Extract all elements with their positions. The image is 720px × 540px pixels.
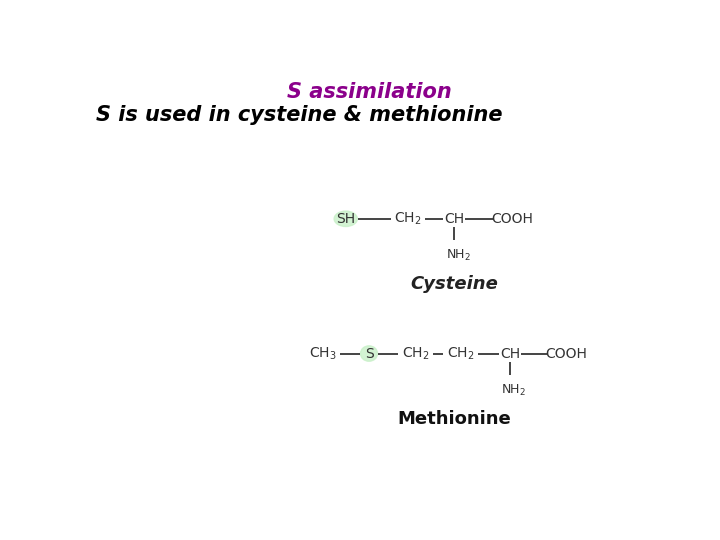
Text: COOH: COOH	[492, 212, 534, 226]
Text: NH$_2$: NH$_2$	[446, 248, 471, 263]
Text: CH: CH	[500, 347, 520, 361]
Text: SH: SH	[336, 212, 355, 226]
Text: CH: CH	[444, 212, 464, 226]
Text: CH$_2$: CH$_2$	[394, 211, 421, 227]
Text: NH$_2$: NH$_2$	[501, 383, 526, 398]
Text: COOH: COOH	[546, 347, 588, 361]
Text: Cysteine: Cysteine	[410, 275, 498, 293]
Text: S is used in cysteine & methionine: S is used in cysteine & methionine	[96, 105, 503, 125]
Text: S: S	[364, 347, 374, 361]
Text: CH$_2$: CH$_2$	[446, 346, 474, 362]
Text: CH$_2$: CH$_2$	[402, 346, 429, 362]
Text: S assimilation: S assimilation	[287, 82, 451, 102]
Ellipse shape	[361, 346, 377, 361]
Text: Methionine: Methionine	[397, 410, 511, 428]
Ellipse shape	[334, 211, 357, 226]
Text: CH$_3$: CH$_3$	[309, 346, 336, 362]
